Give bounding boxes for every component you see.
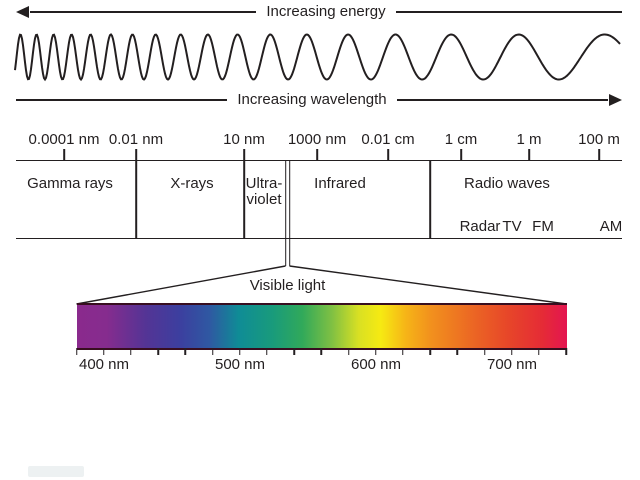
scale-tick-mark <box>387 149 389 160</box>
radio-subband-label: TV <box>502 218 522 235</box>
visible-light-tick-mark <box>157 348 159 355</box>
uv-window-line <box>288 161 291 266</box>
band-label: Radio waves <box>464 175 550 192</box>
visible-light-tick-mark <box>211 348 214 355</box>
band-divider <box>243 161 245 238</box>
visible-light-wavelength-label: 700 nm <box>486 356 538 373</box>
band-label: Infrared <box>314 175 366 192</box>
visible-light-tick-mark <box>293 348 295 355</box>
visible-light-tick-mark <box>456 348 459 355</box>
arrow-line <box>395 11 622 13</box>
visible-light-wavelength-label: 500 nm <box>214 356 266 373</box>
scale-tick-mark <box>528 149 530 160</box>
scale-tick-mark <box>63 149 65 160</box>
visible-light-spectrum-bar <box>76 303 567 350</box>
visible-light-tick-mark <box>238 348 241 355</box>
visible-light-tick-mark <box>374 348 377 355</box>
scale-tick-label: 1 cm <box>444 131 478 148</box>
scale-tick-label: 0.01 cm <box>361 131 415 148</box>
arrow-right-icon <box>609 94 623 106</box>
band-divider <box>135 161 137 238</box>
watermark <box>28 466 84 477</box>
arrow-line <box>396 99 609 101</box>
band-label: X-rays <box>170 175 214 192</box>
scale-tick-mark <box>316 149 318 160</box>
visible-light-tick-mark <box>320 348 323 355</box>
visible-light-tick-mark <box>102 348 105 355</box>
band-label: Ultra- violet <box>245 175 283 208</box>
arrow-left-icon <box>16 6 29 18</box>
wavelength-arrow: Increasing wavelength <box>16 91 623 108</box>
scale-tick-mark <box>135 149 137 160</box>
visible-light-wavelength-label: 600 nm <box>350 356 402 373</box>
visible-light-label: Visible light <box>249 277 326 294</box>
visible-light-tick-mark <box>402 348 404 355</box>
scale-tick-label: 10 nm <box>223 131 265 148</box>
scale-tick-label: 100 m <box>578 131 620 148</box>
fan-line <box>289 265 567 305</box>
visible-light-tick-mark <box>347 348 350 355</box>
arrow-line <box>16 99 228 101</box>
radio-subband-label: AM <box>599 218 623 235</box>
arrow-line <box>30 11 257 13</box>
band-bottom-line <box>16 238 622 239</box>
scale-tick-mark <box>460 149 462 160</box>
energy-arrow: Increasing energy <box>16 4 622 20</box>
scale-tick-label: 0.01 nm <box>108 131 164 148</box>
scale-tick-mark <box>243 149 245 160</box>
visible-light-tick-mark <box>130 348 132 355</box>
scale-axis-line <box>16 160 622 161</box>
visible-light-tick-mark <box>538 348 540 355</box>
visible-light-wavelength-label: 400 nm <box>78 356 130 373</box>
visible-light-tick-mark <box>565 348 567 355</box>
visible-light-tick-mark <box>184 348 187 355</box>
radio-subband-label: FM <box>532 218 554 235</box>
scale-tick-label: 1000 nm <box>287 131 347 148</box>
wavelength-arrow-label: Increasing wavelength <box>237 91 387 108</box>
scale-tick-label: 1 m <box>516 131 542 148</box>
visible-light-tick-mark <box>483 348 486 355</box>
uv-window-line <box>284 161 287 266</box>
em-wave <box>14 33 621 82</box>
visible-light-tick-mark <box>510 348 513 355</box>
energy-arrow-label: Increasing energy <box>266 3 386 20</box>
band-label: Gamma rays <box>27 175 113 192</box>
visible-light-tick-mark <box>429 348 431 355</box>
visible-light-tick-mark <box>266 348 268 355</box>
visible-light-tick-mark <box>75 348 78 355</box>
scale-tick-mark <box>598 149 600 160</box>
band-divider <box>429 161 431 238</box>
radio-subband-label: Radar <box>459 218 501 235</box>
scale-tick-label: 0.0001 nm <box>28 131 100 148</box>
